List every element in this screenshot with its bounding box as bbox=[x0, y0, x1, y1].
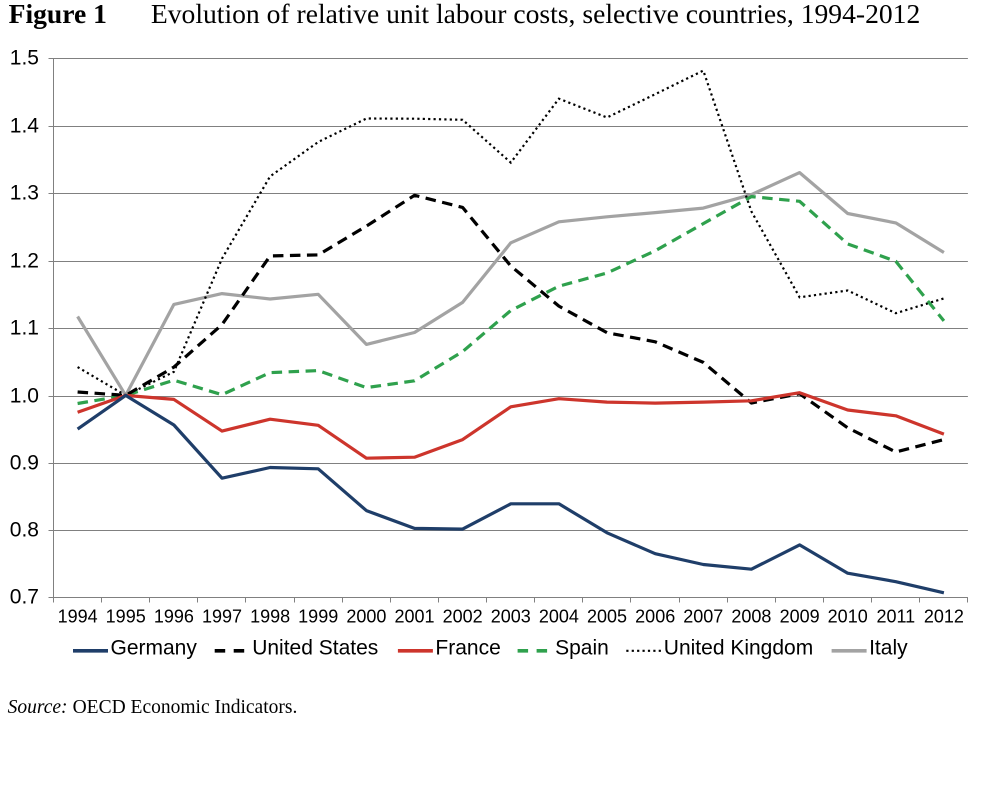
svg-text:2009: 2009 bbox=[780, 606, 820, 626]
svg-text:Germany: Germany bbox=[111, 637, 198, 660]
svg-text:France: France bbox=[435, 637, 500, 660]
svg-text:2011: 2011 bbox=[876, 606, 915, 626]
svg-text:Spain: Spain bbox=[555, 637, 609, 660]
svg-text:Figure 1: Figure 1 bbox=[9, 0, 107, 29]
svg-text:Source:: Source: bbox=[8, 697, 68, 718]
svg-text:1996: 1996 bbox=[154, 606, 194, 626]
svg-text:1.1: 1.1 bbox=[10, 317, 39, 340]
svg-text:2006: 2006 bbox=[635, 606, 675, 626]
svg-text:United States: United States bbox=[252, 637, 378, 660]
svg-text:0.7: 0.7 bbox=[10, 586, 39, 609]
svg-text:0.8: 0.8 bbox=[10, 519, 39, 542]
svg-text:2007: 2007 bbox=[683, 606, 723, 626]
svg-text:1994: 1994 bbox=[58, 606, 98, 626]
svg-text:2004: 2004 bbox=[539, 606, 579, 626]
svg-text:1.2: 1.2 bbox=[10, 250, 39, 273]
svg-text:0.9: 0.9 bbox=[10, 452, 39, 475]
svg-text:Evolution of relative unit lab: Evolution of relative unit labour costs,… bbox=[151, 0, 920, 29]
svg-text:Italy: Italy bbox=[869, 637, 908, 660]
svg-text:1999: 1999 bbox=[298, 606, 338, 626]
svg-text:2002: 2002 bbox=[443, 606, 483, 626]
svg-text:1.0: 1.0 bbox=[10, 385, 39, 408]
svg-text:1997: 1997 bbox=[202, 606, 242, 626]
svg-text:2010: 2010 bbox=[828, 606, 868, 626]
svg-text:2000: 2000 bbox=[346, 606, 386, 626]
svg-text:1.4: 1.4 bbox=[10, 115, 40, 138]
svg-text:OECD Economic Indicators.: OECD Economic Indicators. bbox=[73, 697, 298, 718]
svg-text:1.5: 1.5 bbox=[10, 47, 39, 70]
svg-text:1998: 1998 bbox=[250, 606, 290, 626]
svg-text:2008: 2008 bbox=[731, 606, 771, 626]
svg-text:United Kingdom: United Kingdom bbox=[664, 637, 813, 660]
svg-text:2012: 2012 bbox=[924, 606, 964, 626]
svg-text:2001: 2001 bbox=[394, 606, 434, 626]
svg-text:1.3: 1.3 bbox=[10, 182, 39, 205]
svg-text:2003: 2003 bbox=[491, 606, 531, 626]
svg-text:1995: 1995 bbox=[106, 606, 146, 626]
svg-text:2005: 2005 bbox=[587, 606, 627, 626]
